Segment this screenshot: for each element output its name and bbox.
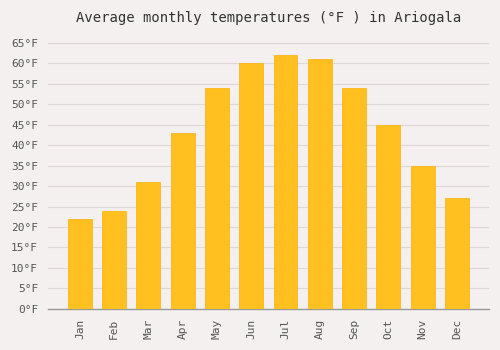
Bar [205,88,229,309]
Bar [136,182,160,309]
Bar [376,125,400,309]
Title: Average monthly temperatures (°F ) in Ariogala: Average monthly temperatures (°F ) in Ar… [76,11,461,25]
Bar [342,88,366,309]
Bar [170,133,194,309]
Bar [274,55,297,309]
Bar [239,63,263,309]
Bar [68,219,92,309]
Bar [445,198,469,309]
Bar [102,211,126,309]
Bar [308,59,332,309]
Bar [410,166,434,309]
